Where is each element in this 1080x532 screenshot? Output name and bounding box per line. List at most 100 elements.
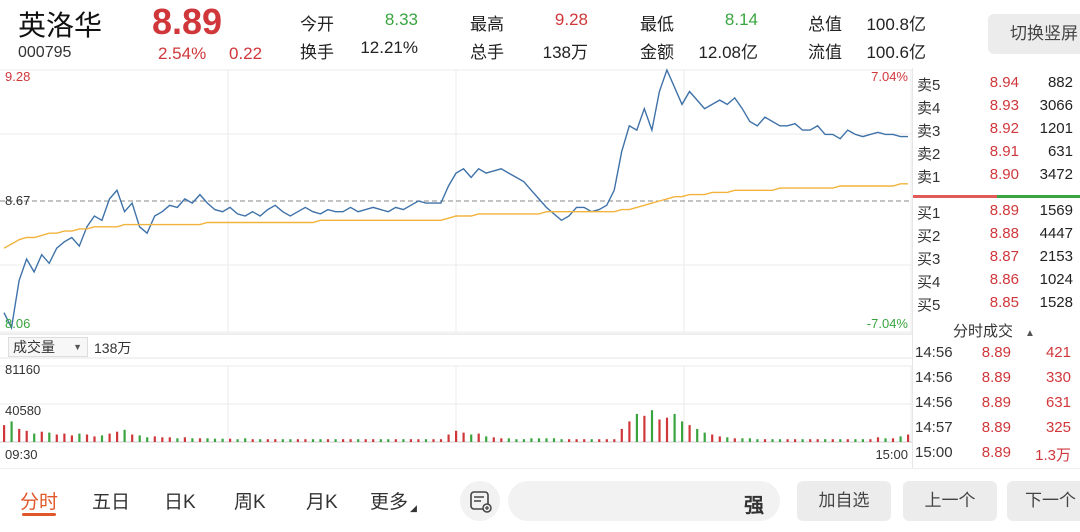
trade-qty: 421: [1045, 344, 1071, 361]
ask-price: 8.91: [989, 143, 1019, 160]
prev-stock-button[interactable]: 上一个: [903, 481, 997, 521]
volume-bar: [424, 439, 428, 442]
volume-bar: [771, 439, 774, 442]
tab-more-label: 更多: [370, 492, 409, 513]
volume-bar: [583, 439, 586, 442]
avg-price-line: [3, 183, 908, 249]
volume-bar: [515, 439, 518, 442]
trade-row: 14:56 8.89 330: [913, 369, 1080, 391]
tab-more[interactable]: 更多 ◢: [370, 487, 417, 514]
volume-bar: [590, 439, 593, 442]
volume-bar: [168, 437, 171, 442]
volume-bar: [116, 431, 119, 442]
trades-title[interactable]: 分时成交 ▲: [953, 320, 1035, 341]
trade-row: 15:00 8.89 1.3万: [913, 444, 1080, 466]
ask-qty: 3472: [1039, 166, 1073, 183]
volume-bar: [462, 432, 465, 442]
stat-label: 最高: [470, 15, 504, 34]
stat-label: 金额: [640, 43, 674, 62]
tab-monthly-k[interactable]: 月K: [306, 492, 338, 513]
stat-label: 最低: [640, 15, 674, 34]
add-watchlist-button[interactable]: 加自选: [797, 481, 891, 521]
bid-row: 买5 8.85 1528: [913, 294, 1080, 316]
volume-bar: [70, 435, 73, 442]
volume-bar: [613, 439, 616, 442]
volume-bar: [839, 439, 842, 442]
search-input[interactable]: 强: [508, 481, 780, 521]
note-icon: [470, 491, 492, 513]
change-amount: 0.22: [229, 44, 263, 63]
trade-row: 14:56 8.89 421: [913, 344, 1080, 366]
volume-bar: [326, 439, 330, 442]
trades-title-label: 分时成交: [953, 323, 1014, 340]
volume-bar: [470, 434, 473, 442]
trade-qty: 1.3万: [1035, 447, 1071, 464]
volume-bar: [304, 439, 307, 442]
volume-bar: [854, 439, 857, 442]
bid-row: 买4 8.86 1024: [913, 271, 1080, 293]
price-line: [3, 68, 908, 330]
volume-bar: [161, 437, 164, 442]
volume-bar: [123, 429, 126, 442]
trade-time: 15:00: [915, 444, 953, 461]
volume-indicator-select[interactable]: 成交量 ▼: [8, 337, 88, 357]
ask-row: 卖1 8.90 3472: [913, 166, 1080, 188]
note-button[interactable]: [460, 481, 500, 521]
volume-bar: [688, 425, 691, 442]
volume-bar: [334, 439, 337, 442]
trade-time: 14:56: [915, 344, 953, 361]
volume-bar: [85, 434, 89, 442]
volume-bar: [756, 439, 759, 442]
bid-qty: 2153: [1039, 248, 1073, 265]
bottom-toolbar: 分时 五日 日K 周K 月K 更多 ◢ 强 加自选 上一个 下一个: [0, 468, 1080, 532]
volume-bar: [530, 438, 533, 442]
tab-five-day[interactable]: 五日: [92, 492, 131, 513]
volume-bar: [372, 439, 375, 442]
volume-bar: [726, 437, 729, 442]
current-price: 8.89: [152, 1, 223, 42]
y-min-pct-label: -7.04%: [867, 316, 909, 331]
volume-bar: [899, 436, 902, 442]
trade-time: 14:57: [915, 419, 953, 436]
ask-price: 8.93: [989, 97, 1019, 114]
ask-qty: 631: [1047, 143, 1073, 160]
quote-header: 英洛华 000795 8.89 2.54% 0.22 今开 8.33 最高 9.…: [0, 0, 1080, 68]
switch-portrait-button[interactable]: 切换竖屏: [988, 14, 1080, 54]
volume-bar: [492, 437, 495, 442]
volume-bar: [809, 439, 812, 442]
bullet-comment-icon[interactable]: 强: [744, 495, 764, 517]
volume-bar: [748, 438, 751, 442]
tab-weekly-k[interactable]: 周K: [234, 492, 266, 513]
volume-bar: [846, 439, 849, 442]
volume-bar: [907, 434, 910, 442]
trade-price: 8.89: [981, 369, 1011, 386]
volume-bar: [48, 432, 51, 442]
ask-price: 8.92: [989, 120, 1019, 137]
stock-code: 000795: [18, 44, 72, 61]
trade-row: 14:56 8.89 631: [913, 394, 1080, 416]
bid-label: 买4: [917, 274, 941, 291]
tab-daily-k[interactable]: 日K: [164, 492, 196, 513]
trade-row: 14:57 8.89 325: [913, 419, 1080, 441]
next-stock-button[interactable]: 下一个: [1007, 481, 1080, 521]
volume-bar: [816, 439, 819, 442]
volume-bar: [417, 439, 420, 442]
volume-bar: [387, 439, 390, 442]
volume-bar: [25, 430, 28, 442]
volume-bar: [364, 439, 367, 442]
intraday-chart: 9.28 8.67 8.06 7.04% -7.04% 81160 40580 …: [0, 68, 912, 462]
volume-bar: [598, 439, 601, 442]
volume-bar: [191, 438, 194, 442]
volume-bar: [876, 437, 880, 442]
volume-bar: [289, 439, 292, 442]
volume-bar: [229, 438, 232, 442]
volume-bar: [507, 438, 510, 442]
tab-intraday[interactable]: 分时: [20, 492, 59, 513]
stat-label: 总手: [470, 43, 504, 62]
volume-bar: [266, 439, 269, 442]
volume-indicator-label: 成交量: [13, 339, 55, 355]
stat-value: 138万: [542, 43, 588, 62]
volume-bar: [55, 434, 58, 442]
volume-bar: [40, 431, 43, 442]
volume-bar: [628, 421, 631, 442]
